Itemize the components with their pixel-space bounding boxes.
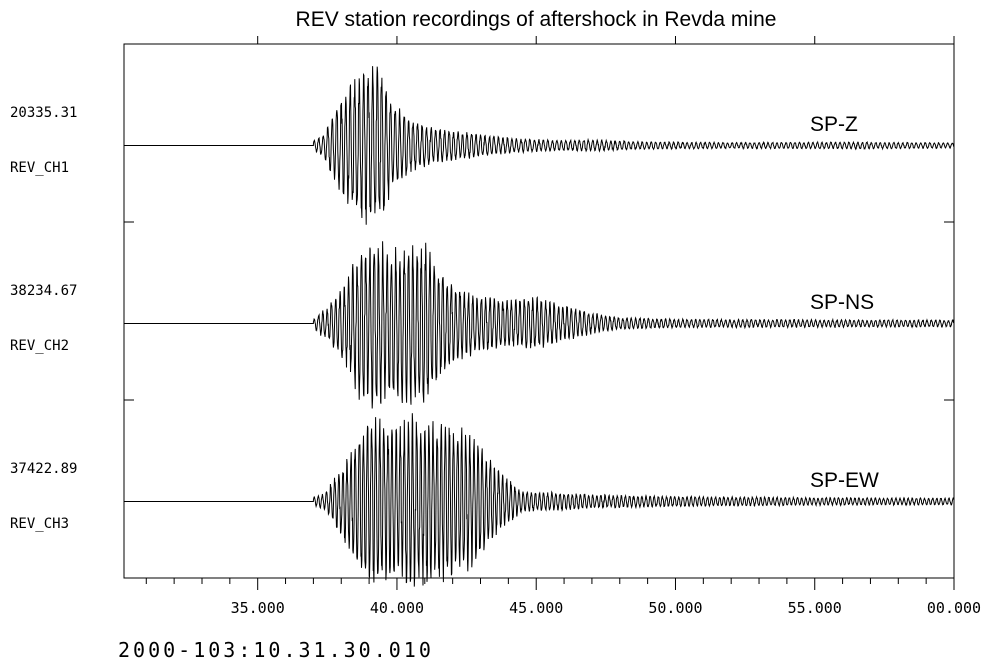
x-tick-labels: 35.000 40.000 45.000 50.000 55.000 00.000 (231, 599, 981, 617)
x-tick-label: 45.000 (509, 599, 563, 617)
traces (124, 66, 955, 587)
component-label: SP-EW (810, 469, 879, 492)
x-tick-label: 40.000 (370, 599, 424, 617)
channel-label: REV_CH1 (10, 160, 69, 176)
component-label: SP-NS (810, 291, 874, 314)
channel-label: REV_CH3 (10, 516, 69, 532)
channel-label: REV_CH2 (10, 338, 69, 354)
amplitude-label: 37422.89 (10, 461, 77, 477)
component-label: SP-Z (810, 113, 858, 136)
trace-labels: 20335.31 REV_CH1 SP-Z 38234.67 REV_CH2 SP-NS 3… (10, 105, 879, 532)
tick-marks (145, 36, 955, 590)
amplitude-label: 38234.67 (10, 283, 77, 299)
x-tick-label: 55.000 (788, 599, 842, 617)
amplitude-label: 20335.31 (10, 105, 77, 121)
plot-frame (123, 43, 955, 579)
x-tick-label: 00.000 (927, 599, 981, 617)
start-time-label: 2000-103:10.31.30.010 (118, 638, 434, 662)
waveform-trace (124, 241, 955, 409)
chart-title: REV station recordings of aftershock in … (296, 8, 777, 31)
waveform-trace (124, 413, 955, 587)
x-tick-label: 35.000 (231, 599, 285, 617)
x-tick-label: 50.000 (648, 599, 702, 617)
waveform-trace (124, 66, 955, 225)
